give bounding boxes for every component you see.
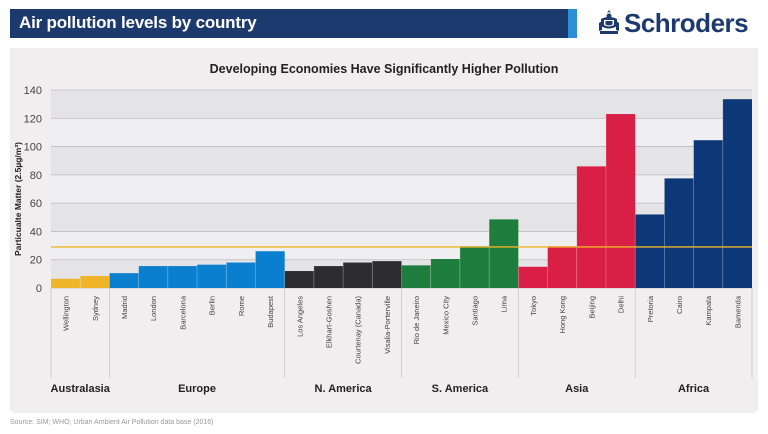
bar-courtenay-canada-: [343, 262, 373, 288]
y-axis-label: Particualte Matter (2.5µg/m³): [13, 142, 23, 256]
x-tick-label: Santiago: [471, 296, 480, 326]
bar-beijing: [576, 166, 606, 288]
bar-lima: [489, 219, 519, 288]
x-tick-label: Lima: [500, 295, 509, 312]
y-tick-label: 0: [36, 283, 42, 295]
grid-band: [51, 146, 752, 175]
x-tick-label: Bamenda: [733, 295, 742, 328]
y-tick-label: 60: [30, 198, 42, 210]
x-tick-label: Rio de Janeiro: [412, 296, 421, 344]
header-accent: [568, 9, 577, 38]
crest-icon: [599, 10, 619, 34]
bar-bamenda: [722, 99, 752, 288]
x-tick-label: Mexico City: [441, 296, 450, 335]
x-tick-label: London: [149, 296, 158, 321]
group-label: Africa: [678, 383, 710, 395]
x-tick-label: Kampala: [704, 295, 713, 325]
bar-budapest: [255, 251, 285, 288]
x-tick-label: Beijing: [587, 296, 596, 319]
bar-rome: [226, 262, 256, 288]
bar-cairo: [664, 178, 694, 288]
x-tick-label: Visalia-Porterville: [383, 296, 392, 354]
chart-title: Developing Economies Have Significantly …: [209, 62, 559, 76]
x-tick-label: Berlin: [208, 296, 217, 315]
x-tick-label: Los Angeles: [295, 296, 304, 337]
bar-barcelona: [167, 266, 198, 288]
brand-name: Schroders: [624, 7, 749, 38]
bar-pretoria: [635, 214, 665, 288]
group-label: Asia: [565, 383, 589, 395]
header-bar: [10, 9, 568, 38]
x-tick-label: Delhi: [617, 296, 626, 313]
grid-band: [51, 90, 752, 119]
y-tick-label: 120: [24, 113, 42, 125]
bar-berlin: [197, 264, 227, 288]
group-label: S. America: [432, 383, 489, 395]
grid-band: [51, 118, 752, 147]
bar-sydney: [80, 275, 110, 288]
page-title: Air pollution levels by country: [19, 13, 257, 32]
x-tick-label: Budapest: [266, 295, 275, 328]
x-tick-label: Hong Kong: [558, 296, 567, 334]
y-tick-label: 140: [24, 85, 42, 97]
bar-hong-kong: [547, 246, 577, 288]
x-tick-label: Tokyo: [529, 296, 538, 316]
x-tick-label: Courtenay (Canada): [354, 296, 363, 364]
x-tick-label: Barcelona: [178, 295, 187, 330]
brand-logo: Schroders: [598, 7, 749, 39]
bar-visalia-porterville: [372, 261, 402, 288]
group-label: Europe: [178, 383, 216, 395]
x-tick-label: Elkhart-Goshen: [324, 296, 333, 348]
grid-band: [51, 174, 752, 204]
bar-santiago: [459, 246, 490, 288]
bar-elkhart-goshen: [313, 266, 344, 288]
x-tick-label: Pretoria: [646, 295, 655, 322]
x-tick-label: Sydney: [91, 296, 100, 321]
x-tick-label: Rome: [237, 296, 246, 316]
bar-tokyo: [518, 266, 548, 288]
y-tick-label: 100: [24, 142, 42, 154]
bar-kampala: [693, 140, 723, 288]
bar-delhi: [605, 114, 636, 289]
x-tick-label: Wellington: [62, 296, 71, 331]
x-tick-label: Cairo: [675, 296, 684, 314]
bar-london: [138, 266, 168, 288]
y-tick-label: 80: [30, 170, 42, 182]
bar-wellington: [51, 278, 81, 288]
bar-mexico-city: [430, 259, 460, 288]
group-label: N. America: [315, 383, 373, 395]
group-label: Australasia: [51, 383, 111, 395]
x-tick-label: Madrid: [120, 296, 129, 319]
y-tick-label: 20: [30, 255, 42, 267]
bar-los-angeles: [284, 271, 314, 288]
bar-rio-de-janeiro: [401, 265, 431, 288]
bar-madrid: [109, 273, 139, 288]
y-tick-label: 40: [30, 226, 42, 238]
source-note: Source: SIM; WHO; Urban Ambient Air Poll…: [10, 419, 214, 426]
